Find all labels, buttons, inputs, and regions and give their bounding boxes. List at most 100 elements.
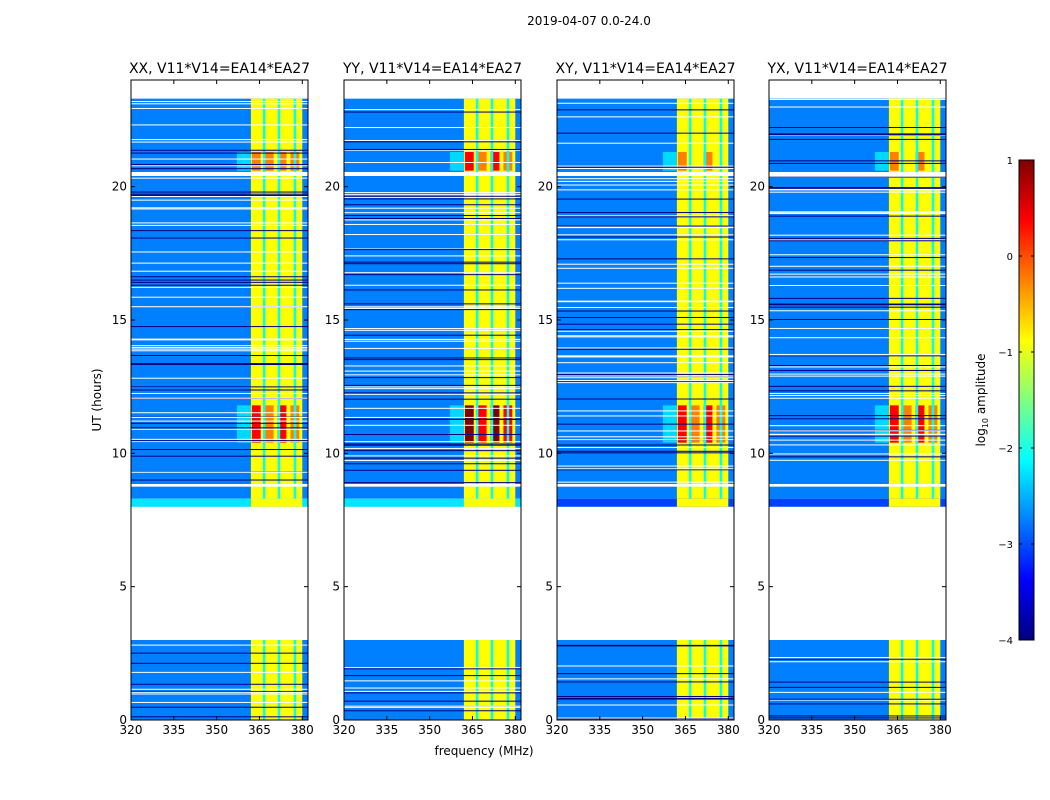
heatmap-stripe bbox=[344, 424, 521, 426]
heatmap-strip-band bbox=[463, 498, 516, 507]
heatmap-data-gap bbox=[131, 484, 308, 487]
heatmap-hot-cell bbox=[464, 152, 474, 171]
heatmap-stripe bbox=[557, 347, 734, 349]
x-tick-label: 350 bbox=[205, 723, 228, 737]
heatmap-stripe bbox=[131, 177, 308, 179]
heatmap-stripe bbox=[344, 234, 521, 236]
heatmap-stripe bbox=[131, 363, 308, 365]
heatmap-stripe bbox=[131, 306, 308, 308]
heatmap-stripe bbox=[769, 686, 946, 688]
heatmap-stripe bbox=[344, 444, 521, 446]
heatmap-stripe bbox=[131, 207, 308, 209]
heatmap-stripe bbox=[344, 675, 521, 677]
heatmap-stripe bbox=[557, 227, 734, 229]
figure-title: 2019-04-07 0.0-24.0 bbox=[527, 14, 651, 28]
heatmap-stripe bbox=[131, 392, 308, 394]
heatmap-hot-cell bbox=[889, 405, 899, 443]
heatmap-data-gap bbox=[131, 172, 308, 176]
heatmap-stripe bbox=[131, 158, 308, 160]
heatmap-halo bbox=[449, 405, 464, 443]
panel-title: YX, V11*V14=EA14*EA27 bbox=[766, 61, 947, 77]
heatmap-stripe bbox=[131, 691, 308, 693]
heatmap-stripe bbox=[769, 456, 946, 458]
colorbar-tick-label: −2 bbox=[998, 444, 1013, 455]
heatmap-stripe bbox=[557, 307, 734, 309]
heatmap-stripe bbox=[557, 645, 734, 647]
colorbar-tick-label: −3 bbox=[998, 540, 1013, 551]
heatmap-stripe bbox=[557, 695, 734, 697]
heatmap-stripe bbox=[344, 195, 521, 197]
heatmap-data-gap bbox=[344, 172, 521, 176]
y-tick-label: 10 bbox=[112, 446, 127, 460]
heatmap-stripe bbox=[344, 284, 521, 286]
heatmap-stripe bbox=[769, 385, 946, 387]
heatmap-stripe bbox=[344, 148, 521, 150]
heatmap-stripe bbox=[557, 330, 734, 332]
x-tick-label: 350 bbox=[631, 723, 654, 737]
heatmap-stripe bbox=[769, 661, 946, 663]
heatmap-stripe bbox=[557, 166, 734, 168]
heatmap-stripe bbox=[769, 106, 946, 108]
heatmap-stripe bbox=[344, 459, 521, 461]
heatmap-stripe bbox=[344, 127, 521, 129]
heatmap-stripe bbox=[344, 261, 521, 263]
heatmap-stripe bbox=[769, 239, 946, 241]
heatmap-stripe bbox=[344, 386, 521, 388]
heatmap-stripe bbox=[769, 306, 946, 308]
heatmap-stripe bbox=[131, 706, 308, 708]
heatmap-stripe bbox=[557, 717, 734, 719]
heatmap-stripe bbox=[344, 111, 521, 113]
heatmap-stripe bbox=[344, 357, 521, 359]
heatmap-stripe bbox=[557, 212, 734, 214]
heatmap-stripe bbox=[557, 375, 734, 377]
heatmap-stripe bbox=[131, 363, 308, 365]
heatmap-stripe bbox=[131, 199, 308, 201]
heatmap-stripe bbox=[769, 265, 946, 267]
heatmap-stripe bbox=[344, 263, 521, 265]
heatmap-stripe bbox=[131, 164, 308, 166]
heatmap-stripe bbox=[344, 680, 521, 682]
heatmap-stripe bbox=[769, 369, 946, 371]
x-tick-label: 365 bbox=[248, 723, 271, 737]
x-tick-label: 380 bbox=[929, 723, 952, 737]
heatmap-stripe bbox=[769, 297, 946, 299]
heatmap-stripe bbox=[769, 327, 946, 329]
heatmap-hot-cell bbox=[464, 405, 474, 443]
heatmap-stripe bbox=[769, 397, 946, 399]
heatmap-channel-gap bbox=[915, 98, 919, 720]
x-tick-label: 335 bbox=[162, 723, 185, 737]
heatmap-stripe bbox=[131, 286, 308, 288]
heatmap-stripe bbox=[557, 372, 734, 374]
heatmap-stripe bbox=[344, 218, 521, 220]
y-tick-label: 5 bbox=[119, 580, 127, 594]
heatmap-stripe bbox=[769, 273, 946, 275]
heatmap-stripe bbox=[769, 393, 946, 395]
heatmap-stripe bbox=[557, 336, 734, 338]
heatmap-stripe bbox=[344, 443, 521, 445]
x-tick-label: 335 bbox=[588, 723, 611, 737]
y-tick-label: 15 bbox=[112, 313, 127, 327]
panel-heatmap bbox=[344, 98, 521, 720]
heatmap-stripe bbox=[344, 149, 521, 151]
heatmap-stripe bbox=[557, 439, 734, 441]
heatmap-stripe bbox=[557, 665, 734, 667]
heatmap-stripe bbox=[131, 652, 308, 654]
heatmap-stripe bbox=[131, 165, 308, 167]
heatmap-data-gap bbox=[557, 172, 734, 176]
heatmap-stripe bbox=[131, 427, 308, 429]
heatmap-strip-band bbox=[250, 498, 303, 507]
heatmap-stripe bbox=[769, 434, 946, 436]
heatmap-stripe bbox=[344, 219, 521, 221]
heatmap-hot-cell bbox=[264, 152, 274, 171]
y-tick-label: 10 bbox=[325, 446, 340, 460]
heatmap-stripe bbox=[769, 337, 946, 339]
heatmap-stripe bbox=[344, 434, 521, 436]
heatmap-stripe bbox=[769, 134, 946, 136]
panel-title: XX, V11*V14=EA14*EA27 bbox=[129, 61, 310, 77]
heatmap-stripe bbox=[344, 668, 521, 670]
panel-frame bbox=[556, 79, 735, 721]
heatmap-stripe bbox=[769, 284, 946, 286]
y-tick-label: 5 bbox=[757, 580, 765, 594]
heatmap-stripe bbox=[769, 366, 946, 368]
heatmap-stripe bbox=[344, 700, 521, 702]
